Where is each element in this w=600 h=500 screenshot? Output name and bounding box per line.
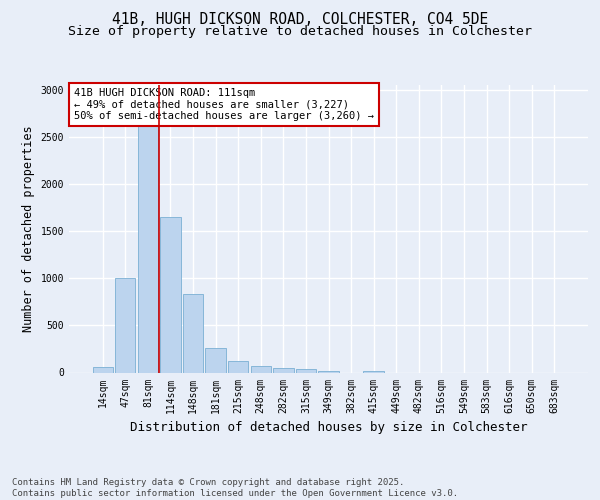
Bar xyxy=(92,367,113,372)
Text: Contains HM Land Registry data © Crown copyright and database right 2025.
Contai: Contains HM Land Registry data © Crown c… xyxy=(12,478,458,498)
Bar xyxy=(319,370,338,372)
Bar xyxy=(183,294,203,372)
Y-axis label: Number of detached properties: Number of detached properties xyxy=(22,126,35,332)
X-axis label: Distribution of detached houses by size in Colchester: Distribution of detached houses by size … xyxy=(130,421,527,434)
Bar xyxy=(205,348,226,372)
Bar xyxy=(115,278,136,372)
Bar xyxy=(296,369,316,372)
Text: Size of property relative to detached houses in Colchester: Size of property relative to detached ho… xyxy=(68,25,532,38)
Bar xyxy=(138,114,158,372)
Bar xyxy=(228,361,248,372)
Bar xyxy=(251,366,271,372)
Bar xyxy=(160,217,181,372)
Bar xyxy=(273,368,293,372)
Text: 41B, HUGH DICKSON ROAD, COLCHESTER, CO4 5DE: 41B, HUGH DICKSON ROAD, COLCHESTER, CO4 … xyxy=(112,12,488,28)
Text: 41B HUGH DICKSON ROAD: 111sqm
← 49% of detached houses are smaller (3,227)
50% o: 41B HUGH DICKSON ROAD: 111sqm ← 49% of d… xyxy=(74,88,374,121)
Bar xyxy=(364,371,384,372)
